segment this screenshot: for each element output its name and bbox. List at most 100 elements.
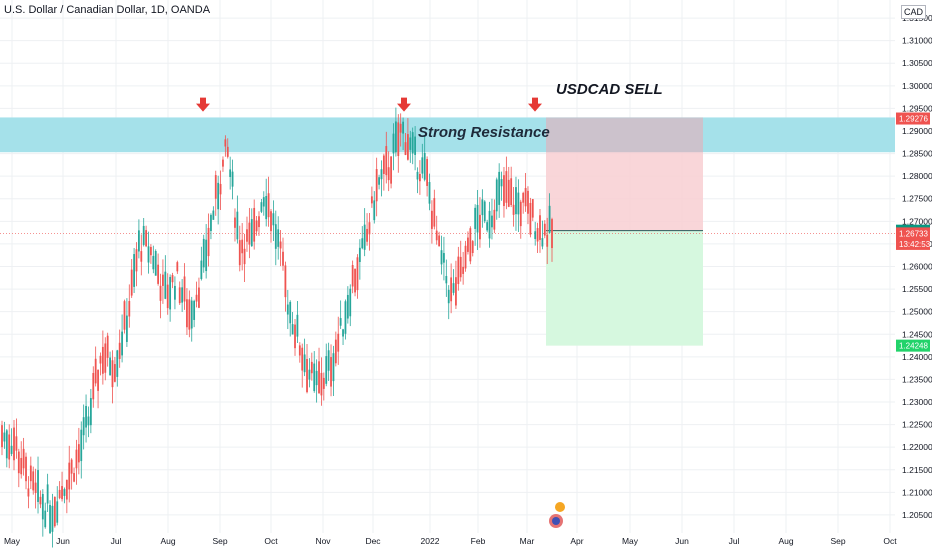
candle-body	[148, 246, 150, 262]
candle-body	[68, 463, 70, 490]
candle-body	[429, 182, 431, 204]
down-arrow-icon	[397, 98, 411, 112]
candle-body	[412, 132, 414, 153]
trade-label: USDCAD SELL	[556, 81, 663, 98]
candle-body	[421, 157, 423, 173]
y-tick-label: 1.21000	[902, 487, 932, 497]
candle-body	[299, 345, 301, 355]
candle-body	[116, 350, 118, 377]
y-tick-label: 1.29500	[902, 103, 932, 113]
candle-body	[297, 315, 299, 337]
candle-body	[337, 334, 339, 352]
candle-body	[150, 247, 152, 255]
y-tick-label: 1.25000	[902, 307, 932, 317]
candle-body	[450, 277, 452, 301]
event-flag-icon	[555, 502, 565, 512]
candle-body	[405, 142, 407, 155]
candle-body	[66, 480, 68, 500]
candle-body	[371, 196, 373, 203]
candle-body	[345, 301, 347, 334]
candle-body	[359, 248, 361, 262]
candle-body	[47, 484, 49, 503]
candle-body	[465, 246, 467, 269]
candle-body	[172, 275, 174, 282]
y-tick-label: 1.20500	[902, 510, 932, 520]
candle-body	[443, 253, 445, 263]
down-arrow-icon	[528, 98, 542, 112]
y-tick-label: 1.26000	[902, 262, 932, 272]
candle-body	[203, 239, 205, 267]
y-tick-label: 1.30500	[902, 58, 932, 68]
candle-body	[265, 196, 267, 219]
candle-body	[196, 295, 198, 302]
candle-body	[491, 216, 493, 228]
x-tick-label: Jun	[56, 536, 70, 546]
candle-body	[313, 364, 315, 391]
zone-overlap	[546, 117, 703, 152]
x-tick-label: Oct	[883, 536, 897, 546]
candle-body	[256, 221, 258, 232]
candle-body	[263, 197, 265, 206]
candle-body	[44, 511, 46, 528]
candle-body	[304, 354, 306, 372]
candle-body	[224, 139, 226, 146]
candle-body	[541, 238, 543, 246]
y-tick-label: 1.21500	[902, 465, 932, 475]
candle-body	[330, 357, 332, 387]
candle-body	[200, 261, 202, 279]
candle-body	[112, 360, 114, 387]
candle-body	[52, 506, 54, 532]
candle-body	[59, 490, 61, 498]
candle-body	[328, 350, 330, 370]
candle-body	[481, 199, 483, 215]
x-tick-label: Aug	[778, 536, 793, 546]
x-tick-label: Aug	[160, 536, 175, 546]
y-tick-label: 1.23000	[902, 397, 932, 407]
candle-body	[402, 122, 404, 134]
y-tick-label: 1.22500	[902, 420, 932, 430]
candle-body	[140, 251, 142, 262]
candle-body	[525, 188, 527, 206]
currency-button[interactable]: CAD	[901, 5, 926, 19]
candle-body	[551, 219, 553, 248]
candle-body	[32, 471, 34, 490]
candle-body	[441, 250, 443, 264]
candle-body	[467, 238, 469, 252]
candle-body	[85, 406, 87, 428]
candle-body	[25, 457, 27, 481]
x-tick-label: Oct	[264, 536, 278, 546]
candle-body	[498, 172, 500, 205]
candle-body	[107, 336, 109, 358]
candle-body	[97, 370, 99, 391]
candle-body	[445, 276, 447, 283]
candle-body	[234, 218, 236, 228]
candle-body	[251, 219, 253, 246]
candle-body	[119, 343, 121, 359]
candle-body	[143, 226, 145, 245]
candle-body	[248, 223, 250, 245]
candle-body	[275, 224, 277, 249]
candle-body	[100, 356, 102, 364]
y-tick-label: 1.24000	[902, 352, 932, 362]
candle-body	[236, 212, 238, 240]
candle-body	[186, 299, 188, 327]
candle-body	[16, 436, 18, 450]
candle-body	[306, 359, 308, 392]
candle-body	[155, 251, 157, 276]
x-tick-label: Jul	[729, 536, 740, 546]
candle-body	[71, 460, 73, 474]
event-flag-icon	[552, 517, 560, 525]
candle-body	[229, 169, 231, 177]
candle-body	[30, 466, 32, 482]
candle-body	[152, 256, 154, 269]
candle-body	[40, 497, 42, 504]
candle-body	[198, 288, 200, 308]
candle-body	[316, 371, 318, 385]
candle-body	[477, 205, 479, 233]
candle-body	[486, 222, 488, 230]
candle-body	[393, 134, 395, 154]
candle-body	[253, 208, 255, 242]
candle-body	[184, 276, 186, 301]
